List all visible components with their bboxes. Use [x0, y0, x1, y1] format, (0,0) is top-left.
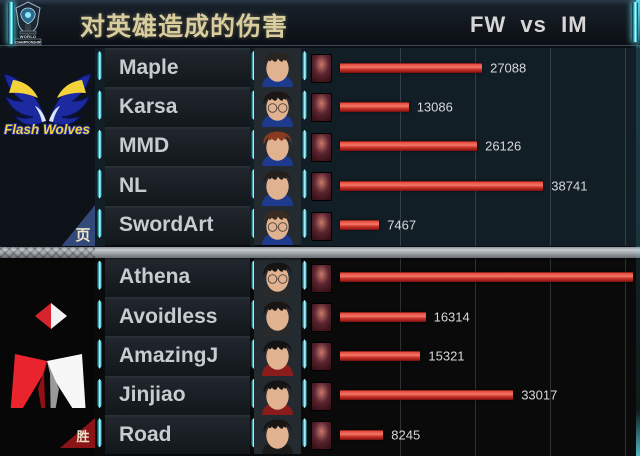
svg-text:CHAMPIONSHIP: CHAMPIONSHIP — [15, 41, 41, 45]
svg-text:页: 页 — [75, 227, 90, 244]
svg-text:胜: 胜 — [76, 429, 89, 444]
svg-text:WORLD: WORLD — [20, 34, 37, 39]
svg-text:Flash Wolves: Flash Wolves — [4, 122, 91, 137]
